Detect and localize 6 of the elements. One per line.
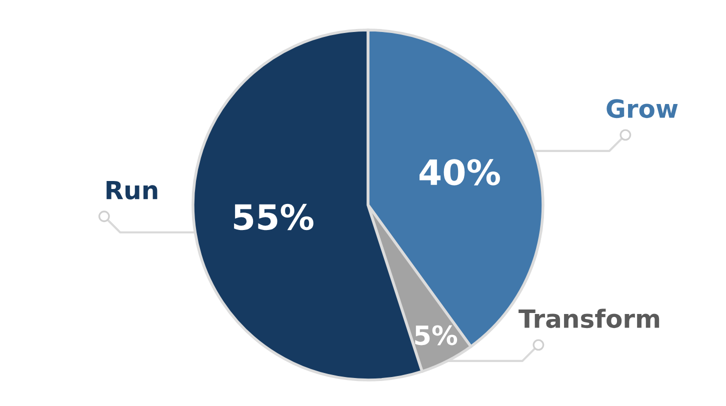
data-label: 55% <box>234 204 314 230</box>
data-label: 40% <box>420 159 500 186</box>
slice-label: Grow <box>606 99 678 118</box>
slice-label: Transform <box>518 308 660 328</box>
data-label: 5% <box>415 325 458 346</box>
slice-label: Run <box>106 180 158 200</box>
